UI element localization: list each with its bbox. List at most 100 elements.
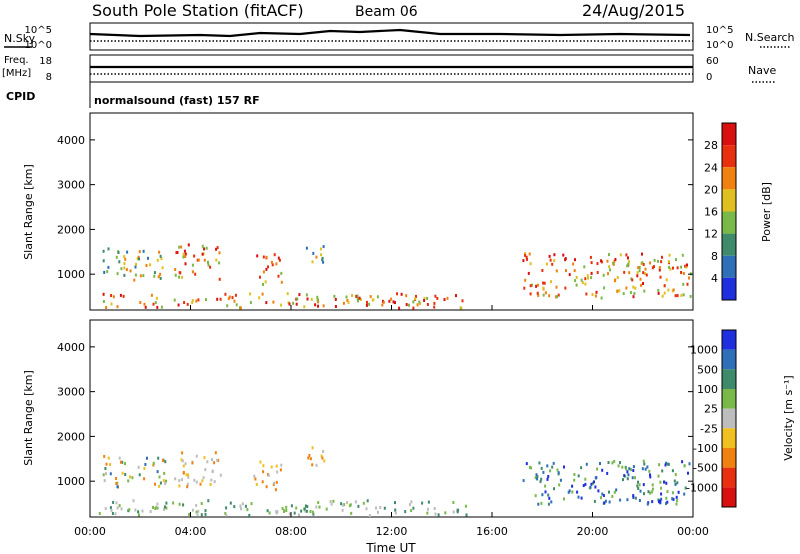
echo-cell xyxy=(270,260,273,264)
echo-cell xyxy=(345,295,348,299)
echo-cell xyxy=(626,498,629,502)
echo-cell xyxy=(318,505,321,509)
echo-cell xyxy=(624,465,627,469)
echo-cell xyxy=(565,269,567,273)
echo-cell xyxy=(596,271,599,274)
echo-cell xyxy=(645,273,648,277)
echo-cell xyxy=(111,512,114,515)
echo-cell xyxy=(274,488,277,492)
echo-cell xyxy=(201,244,204,248)
echo-cell xyxy=(153,271,156,275)
echo-cell xyxy=(174,273,177,277)
echo-cell xyxy=(142,249,145,253)
echo-cell xyxy=(109,472,112,476)
echo-cell xyxy=(309,510,312,513)
colorbar-swatch xyxy=(722,211,736,234)
x-tick-label: 16:00 xyxy=(476,525,508,538)
echo-cell xyxy=(524,252,527,256)
echo-cell xyxy=(124,257,127,261)
echo-cell xyxy=(248,513,251,517)
echo-cell xyxy=(660,260,663,264)
echo-cell xyxy=(544,291,547,295)
echo-cell xyxy=(660,492,663,496)
echo-cell xyxy=(596,262,599,266)
echo-cell xyxy=(651,483,654,487)
echo-cell xyxy=(550,500,553,504)
echo-cell xyxy=(602,494,605,497)
echo-cell xyxy=(218,277,221,281)
echo-cell xyxy=(216,246,219,250)
echo-cell xyxy=(642,282,644,285)
echo-cell xyxy=(207,263,210,267)
echo-cell xyxy=(144,305,147,309)
echo-cell xyxy=(626,477,629,481)
echo-cell xyxy=(120,507,123,511)
echo-cell xyxy=(379,506,382,509)
echo-cell xyxy=(539,480,542,484)
echo-cell xyxy=(465,513,468,517)
echo-cell xyxy=(563,465,565,469)
echo-cell xyxy=(178,245,181,249)
echo-cell xyxy=(262,464,265,468)
echo-cell xyxy=(583,265,586,269)
echo-cell xyxy=(627,473,630,477)
echo-cell xyxy=(112,500,115,504)
echo-cell xyxy=(591,293,594,296)
echo-cell xyxy=(557,471,560,475)
echo-cell xyxy=(315,463,318,467)
echo-cell xyxy=(672,497,675,501)
echo-cell xyxy=(542,470,545,474)
echo-cell xyxy=(405,303,408,307)
echo-cell xyxy=(582,484,585,488)
echo-cell xyxy=(552,461,555,465)
y-tick-label: 1000 xyxy=(57,268,85,281)
echo-cell xyxy=(433,507,436,510)
echo-cell xyxy=(334,305,337,308)
echo-cell xyxy=(188,512,191,516)
echo-cell xyxy=(594,476,597,480)
echo-cell xyxy=(590,271,593,275)
echo-cell xyxy=(666,500,669,504)
log-bottom-left: 10^0 xyxy=(25,40,52,51)
echo-cell xyxy=(304,509,307,513)
echo-cell xyxy=(557,293,560,297)
freq-panel: Freq. [MHz] 18 8 60 0 Nave CPID normalso… xyxy=(2,54,776,108)
echo-cell xyxy=(178,484,181,488)
echo-cell xyxy=(637,487,640,490)
echo-cell xyxy=(300,509,303,513)
velocity-panel: 1000 2000 3000 4000 Slant Range [km] 1000 50… xyxy=(22,305,795,554)
echo-cell xyxy=(392,300,395,304)
echo-cell xyxy=(265,485,268,489)
echo-cell xyxy=(567,490,570,494)
echo-cell xyxy=(349,503,352,507)
echo-cell xyxy=(556,295,559,299)
echo-cell xyxy=(203,258,206,262)
echo-cell xyxy=(200,502,203,505)
echo-cell xyxy=(548,294,551,298)
power-colorbar-label: Power [dB] xyxy=(760,182,773,242)
echo-cell xyxy=(184,252,187,256)
echo-cell xyxy=(568,273,571,277)
echo-cell xyxy=(538,461,541,465)
echo-cell xyxy=(231,296,234,300)
echo-cell xyxy=(534,494,537,498)
station-title: South Pole Station (fitACF) xyxy=(92,1,304,20)
y-tick-label: 4000 xyxy=(57,341,85,354)
echo-cell xyxy=(416,303,419,307)
echo-cell xyxy=(366,300,368,304)
echo-cell xyxy=(161,459,164,463)
echo-cell xyxy=(619,498,622,502)
echo-cell xyxy=(651,487,654,491)
echo-cell xyxy=(608,500,611,504)
echo-cell xyxy=(254,477,257,481)
echo-cell xyxy=(649,491,652,495)
echo-cell xyxy=(186,302,189,306)
echo-cell xyxy=(306,297,309,301)
colorbar-swatch xyxy=(722,255,736,278)
echo-cell xyxy=(305,246,308,250)
echo-cell xyxy=(529,262,532,266)
echo-cell xyxy=(357,299,359,303)
echo-cell xyxy=(356,294,359,298)
echo-cell xyxy=(644,467,647,471)
echo-cell xyxy=(273,253,276,257)
